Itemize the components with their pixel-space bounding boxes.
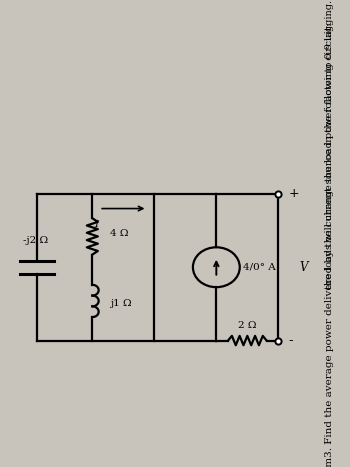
Text: Problem3. Find the average power delivered by the current source in the followin: Problem3. Find the average power deliver… <box>326 22 335 467</box>
Text: I: I <box>94 220 98 229</box>
Text: 4 Ω: 4 Ω <box>110 229 128 238</box>
Text: the loads will change the load power factor to 0.9 lagging.: the loads will change the load power fac… <box>326 0 335 289</box>
Text: -: - <box>289 334 293 347</box>
Text: +: + <box>289 187 299 200</box>
Text: 2 Ω: 2 Ω <box>238 321 257 330</box>
Text: j1 Ω: j1 Ω <box>110 299 131 308</box>
Text: -j2 Ω: -j2 Ω <box>23 236 48 245</box>
Text: V: V <box>299 261 308 274</box>
Text: 4/0° A: 4/0° A <box>243 263 276 272</box>
